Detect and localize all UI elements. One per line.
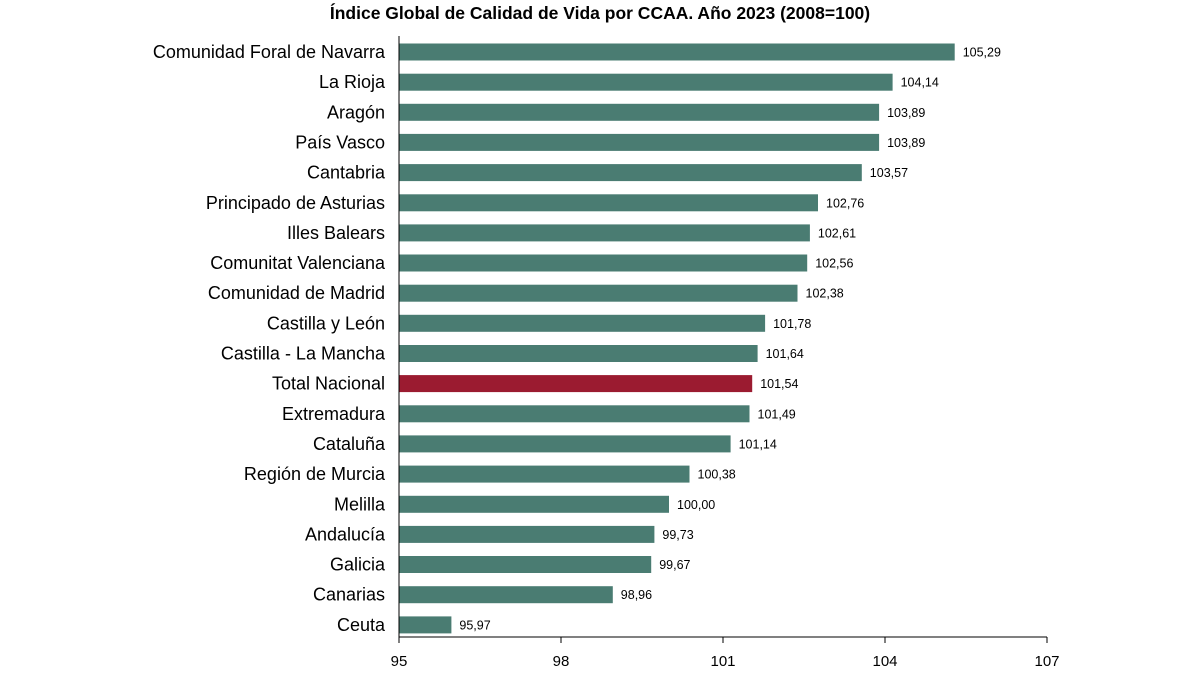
value-label: 99,73 <box>662 528 693 542</box>
bar-canarias <box>399 586 613 604</box>
bar-comunitat-valenciana <box>399 254 808 272</box>
bar-andalucía <box>399 525 655 543</box>
bar-melilla <box>399 495 669 513</box>
value-label: 105,29 <box>963 46 1001 60</box>
value-label: 101,64 <box>766 347 804 361</box>
category-label: Andalucía <box>305 524 386 544</box>
category-label: Cataluña <box>313 434 386 454</box>
category-label: Ceuta <box>337 615 386 635</box>
bar-comunidad-de-madrid <box>399 284 798 302</box>
x-tick-label: 107 <box>1034 653 1059 670</box>
bar-comunidad-foral-de-navarra <box>399 43 955 61</box>
x-tick-label: 104 <box>872 653 897 670</box>
category-label: Extremadura <box>282 404 386 424</box>
category-label: Total Nacional <box>272 374 385 394</box>
value-label: 101,78 <box>773 317 811 331</box>
value-label: 101,14 <box>739 437 777 451</box>
category-label: Castilla y León <box>267 313 385 333</box>
value-label: 104,14 <box>901 76 939 90</box>
category-label: Región de Murcia <box>244 464 386 484</box>
category-label: Comunidad de Madrid <box>208 283 385 303</box>
bar-extremadura <box>399 405 750 423</box>
value-label: 95,97 <box>459 618 490 632</box>
category-label: Cantabria <box>307 163 386 183</box>
category-label: Comunitat Valenciana <box>210 253 386 273</box>
bar-cantabria <box>399 164 862 182</box>
x-tick-label: 101 <box>710 653 735 670</box>
bar-illes-balears <box>399 224 810 242</box>
value-label: 102,56 <box>815 257 853 271</box>
category-label: Aragón <box>327 102 385 122</box>
value-label: 99,67 <box>659 558 690 572</box>
bar-total-nacional <box>399 375 753 393</box>
category-label: Galicia <box>330 555 386 575</box>
category-label: País Vasco <box>295 132 385 152</box>
value-label: 98,96 <box>621 588 652 602</box>
value-label: 102,38 <box>806 287 844 301</box>
bar-principado-de-asturias <box>399 194 818 212</box>
value-label: 103,89 <box>887 136 925 150</box>
value-label: 100,38 <box>698 468 736 482</box>
bar-cataluña <box>399 435 731 453</box>
bar-la-rioja <box>399 73 893 91</box>
bar-región-de-murcia <box>399 465 690 483</box>
category-label: Principado de Asturias <box>206 193 385 213</box>
category-label: La Rioja <box>319 72 386 92</box>
category-label: Canarias <box>313 585 385 605</box>
bar-castilla-la-mancha <box>399 345 758 362</box>
bar-galicia <box>399 556 652 573</box>
bar-aragón <box>399 103 880 121</box>
value-label: 101,54 <box>760 377 798 391</box>
x-tick-label: 95 <box>391 653 408 670</box>
value-label: 103,89 <box>887 106 925 120</box>
category-label: Comunidad Foral de Navarra <box>153 42 386 62</box>
value-label: 103,57 <box>870 166 908 180</box>
category-label: Illes Balears <box>287 223 385 243</box>
bar-país-vasco <box>399 133 880 151</box>
category-label: Castilla - La Mancha <box>221 344 386 364</box>
value-label: 102,76 <box>826 196 864 210</box>
bar-castilla-y-león <box>399 314 766 332</box>
x-tick-label: 98 <box>553 653 570 670</box>
bar-ceuta <box>399 616 452 634</box>
value-label: 100,00 <box>677 498 715 512</box>
value-label: 102,61 <box>818 226 856 240</box>
category-label: Melilla <box>334 494 386 514</box>
chart-title: Índice Global de Calidad de Vida por CCA… <box>329 3 871 23</box>
value-label: 101,49 <box>758 407 796 421</box>
